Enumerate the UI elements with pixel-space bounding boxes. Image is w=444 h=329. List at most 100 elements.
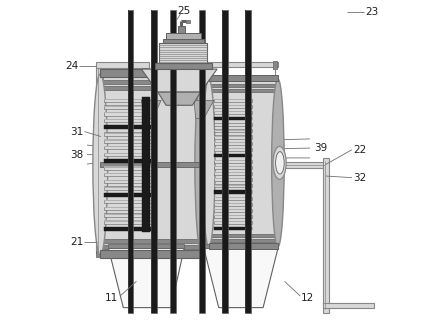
Text: 12: 12 xyxy=(301,293,314,303)
Text: 39: 39 xyxy=(314,143,327,153)
Bar xyxy=(103,119,151,120)
Bar xyxy=(214,142,252,143)
Bar xyxy=(178,26,185,33)
Bar xyxy=(214,160,252,161)
Bar xyxy=(277,162,325,168)
Bar xyxy=(155,63,212,69)
Text: 25: 25 xyxy=(178,6,191,15)
Bar xyxy=(103,207,151,208)
Bar xyxy=(214,166,252,169)
Bar xyxy=(275,159,278,171)
Polygon shape xyxy=(158,92,201,105)
Bar xyxy=(207,62,278,67)
Bar xyxy=(103,220,151,224)
Bar xyxy=(214,160,252,163)
Bar xyxy=(103,173,151,176)
Bar xyxy=(214,196,252,200)
Bar xyxy=(214,141,252,145)
Bar xyxy=(103,125,151,129)
Text: 32: 32 xyxy=(353,173,367,183)
Bar xyxy=(210,234,277,237)
Bar xyxy=(101,80,202,84)
Bar xyxy=(214,172,252,175)
Bar xyxy=(214,209,252,212)
Bar xyxy=(103,105,151,109)
Bar xyxy=(210,239,277,242)
Polygon shape xyxy=(108,248,184,308)
Bar xyxy=(101,239,202,243)
Bar xyxy=(323,158,329,313)
Ellipse shape xyxy=(93,74,108,255)
Bar xyxy=(103,220,151,221)
Bar xyxy=(103,186,151,190)
Bar xyxy=(214,166,252,167)
Bar xyxy=(214,111,252,112)
Bar xyxy=(143,97,150,232)
Bar xyxy=(103,119,151,122)
Ellipse shape xyxy=(276,152,284,174)
Bar xyxy=(127,10,129,313)
Bar xyxy=(214,117,252,120)
Text: 38: 38 xyxy=(70,150,83,160)
Polygon shape xyxy=(204,248,278,308)
Bar xyxy=(214,123,252,126)
Bar xyxy=(103,214,151,217)
Bar xyxy=(103,207,151,210)
Bar xyxy=(214,227,252,230)
Bar xyxy=(103,153,151,156)
Bar xyxy=(103,200,151,203)
Bar xyxy=(101,245,202,249)
Bar xyxy=(199,10,205,313)
Text: 24: 24 xyxy=(65,61,79,71)
Bar xyxy=(100,250,202,258)
Bar xyxy=(100,69,202,77)
Bar xyxy=(186,20,190,23)
Bar xyxy=(214,178,252,181)
Bar xyxy=(273,61,277,69)
Bar xyxy=(103,106,151,107)
Bar xyxy=(214,203,252,206)
Bar xyxy=(214,209,252,210)
Bar xyxy=(103,180,151,183)
Bar xyxy=(214,172,252,173)
Bar xyxy=(214,154,252,157)
Bar xyxy=(214,99,252,102)
Bar xyxy=(214,203,252,204)
Bar xyxy=(101,86,202,90)
Bar xyxy=(214,148,252,149)
Bar xyxy=(214,215,252,218)
Bar xyxy=(214,197,252,198)
Bar xyxy=(96,62,149,68)
Ellipse shape xyxy=(272,79,284,247)
Polygon shape xyxy=(194,100,214,118)
Text: 23: 23 xyxy=(365,7,378,17)
Bar xyxy=(103,153,151,154)
Bar xyxy=(100,162,202,167)
Bar xyxy=(214,129,252,133)
Bar xyxy=(214,123,252,124)
Bar xyxy=(210,89,277,92)
Bar xyxy=(204,244,278,248)
Bar xyxy=(214,221,252,222)
Bar xyxy=(214,111,252,114)
Bar xyxy=(103,173,151,174)
Bar xyxy=(151,10,157,313)
Bar xyxy=(159,43,207,63)
Bar xyxy=(214,148,252,151)
Bar xyxy=(214,215,252,216)
Bar xyxy=(108,244,184,248)
Bar xyxy=(166,33,201,39)
Bar xyxy=(163,39,204,43)
Bar xyxy=(214,221,252,224)
Bar xyxy=(103,227,151,231)
Bar xyxy=(96,66,103,253)
Bar xyxy=(214,130,252,131)
Bar xyxy=(323,303,374,308)
Bar xyxy=(209,75,278,81)
Polygon shape xyxy=(141,69,217,92)
Bar xyxy=(103,214,151,215)
Bar xyxy=(210,84,277,87)
Bar xyxy=(103,112,151,115)
Bar xyxy=(209,243,278,249)
Bar xyxy=(103,113,151,114)
